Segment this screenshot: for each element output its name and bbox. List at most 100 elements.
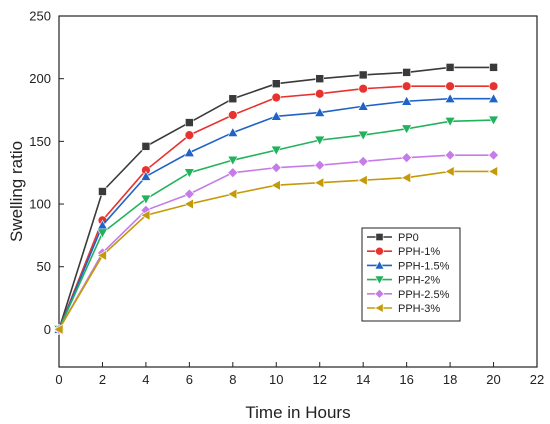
series-pp0	[54, 63, 498, 334]
data-point	[489, 63, 498, 72]
data-point	[358, 84, 368, 94]
x-tick-label: 4	[142, 372, 149, 387]
x-tick-label: 10	[269, 372, 283, 387]
data-point	[357, 174, 368, 186]
legend-item: PPH-2%	[367, 275, 440, 287]
data-point	[227, 155, 239, 166]
x-tick-label: 0	[55, 372, 62, 387]
x-tick-label: 2	[99, 372, 106, 387]
data-point	[444, 165, 455, 177]
y-tick-label: 100	[29, 197, 51, 212]
x-tick-label: 14	[356, 372, 370, 387]
data-point	[401, 152, 413, 164]
data-point	[401, 124, 413, 135]
data-point	[487, 165, 498, 177]
data-point	[444, 93, 456, 104]
data-point	[401, 172, 411, 184]
x-tick-label: 12	[312, 372, 326, 387]
data-point	[271, 92, 281, 103]
x-tick-label: 20	[486, 372, 500, 387]
data-point	[185, 118, 194, 127]
data-point	[357, 155, 369, 167]
data-point	[270, 179, 281, 191]
data-point	[314, 135, 326, 146]
data-point	[227, 126, 239, 137]
legend-swatch-marker	[374, 288, 385, 299]
data-point	[140, 194, 152, 205]
series-pph-1-5-	[53, 93, 500, 334]
legend: PP0 PPH-1% PPH-1.5% PPH-2% PPH-2.5% PPH-3%	[361, 227, 461, 322]
plot-frame	[58, 15, 538, 368]
y-tick-label: 250	[29, 9, 51, 24]
data-point	[357, 100, 369, 111]
data-point	[270, 110, 282, 121]
data-point	[488, 93, 500, 104]
data-point	[488, 115, 500, 126]
data-point	[444, 149, 456, 161]
legend-swatch-marker	[374, 260, 385, 270]
x-tick-label: 22	[530, 372, 544, 387]
data-point	[183, 198, 194, 210]
series-pph-3-	[53, 165, 498, 335]
axis-ticks: 0 2 4 6 8 10 12 14 16 18 20 22 0 50 100 150 200 250	[29, 9, 544, 388]
data-point	[315, 74, 325, 83]
y-tick-label: 50	[37, 259, 51, 274]
series-pph-1-	[54, 81, 499, 335]
data-point	[357, 130, 369, 141]
y-tick-label: 150	[29, 134, 51, 149]
legend-swatch-marker	[375, 233, 384, 241]
legend-label: PP0	[398, 232, 419, 244]
legend-label: PPH-1%	[398, 246, 440, 258]
data-point	[140, 170, 152, 181]
data-point	[358, 70, 368, 80]
data-point	[270, 145, 282, 156]
legend-label: PPH-1.5%	[398, 260, 450, 272]
x-axis-title: Time in Hours	[245, 403, 350, 422]
data-point	[401, 95, 413, 106]
data-point	[183, 168, 195, 179]
legend-item: PPH-3%	[367, 302, 440, 315]
y-tick-label: 200	[29, 71, 51, 86]
data-point	[184, 130, 195, 140]
y-axis-title: Swelling ratio	[7, 141, 26, 242]
y-tick-label: 0	[44, 322, 51, 337]
legend-swatch-marker	[375, 246, 384, 256]
data-point	[96, 249, 107, 261]
legend-label: PPH-2%	[398, 275, 440, 287]
data-point	[315, 89, 325, 99]
legend-label: PPH-3%	[398, 303, 440, 315]
legend-swatch-marker	[374, 302, 384, 314]
data-point	[314, 159, 326, 171]
data-point	[227, 188, 238, 200]
legend-swatch-marker	[374, 275, 385, 285]
x-tick-label: 8	[229, 372, 236, 387]
data-point	[314, 106, 326, 117]
legend-item: PPH-2.5%	[367, 289, 450, 301]
data-point	[140, 209, 151, 221]
data-point	[445, 63, 455, 72]
data-point	[227, 167, 239, 179]
series-group	[53, 63, 500, 336]
data-point	[444, 117, 456, 127]
x-tick-label: 6	[186, 372, 193, 387]
data-point	[53, 323, 64, 335]
data-point	[488, 81, 499, 91]
data-point	[96, 228, 108, 239]
data-point	[488, 149, 499, 161]
data-point	[183, 188, 195, 200]
x-tick-label: 18	[443, 372, 457, 387]
data-point	[402, 68, 411, 77]
data-point	[445, 81, 455, 91]
data-point	[228, 94, 238, 104]
data-point	[271, 79, 281, 88]
legend-item: PPH-1%	[367, 246, 440, 258]
data-point	[314, 177, 325, 189]
legend-item: PP0	[367, 232, 419, 244]
x-tick-label: 16	[399, 372, 413, 387]
data-point	[228, 110, 238, 120]
data-point	[183, 147, 195, 157]
legend-label: PPH-2.5%	[398, 289, 450, 301]
data-point	[141, 142, 151, 151]
